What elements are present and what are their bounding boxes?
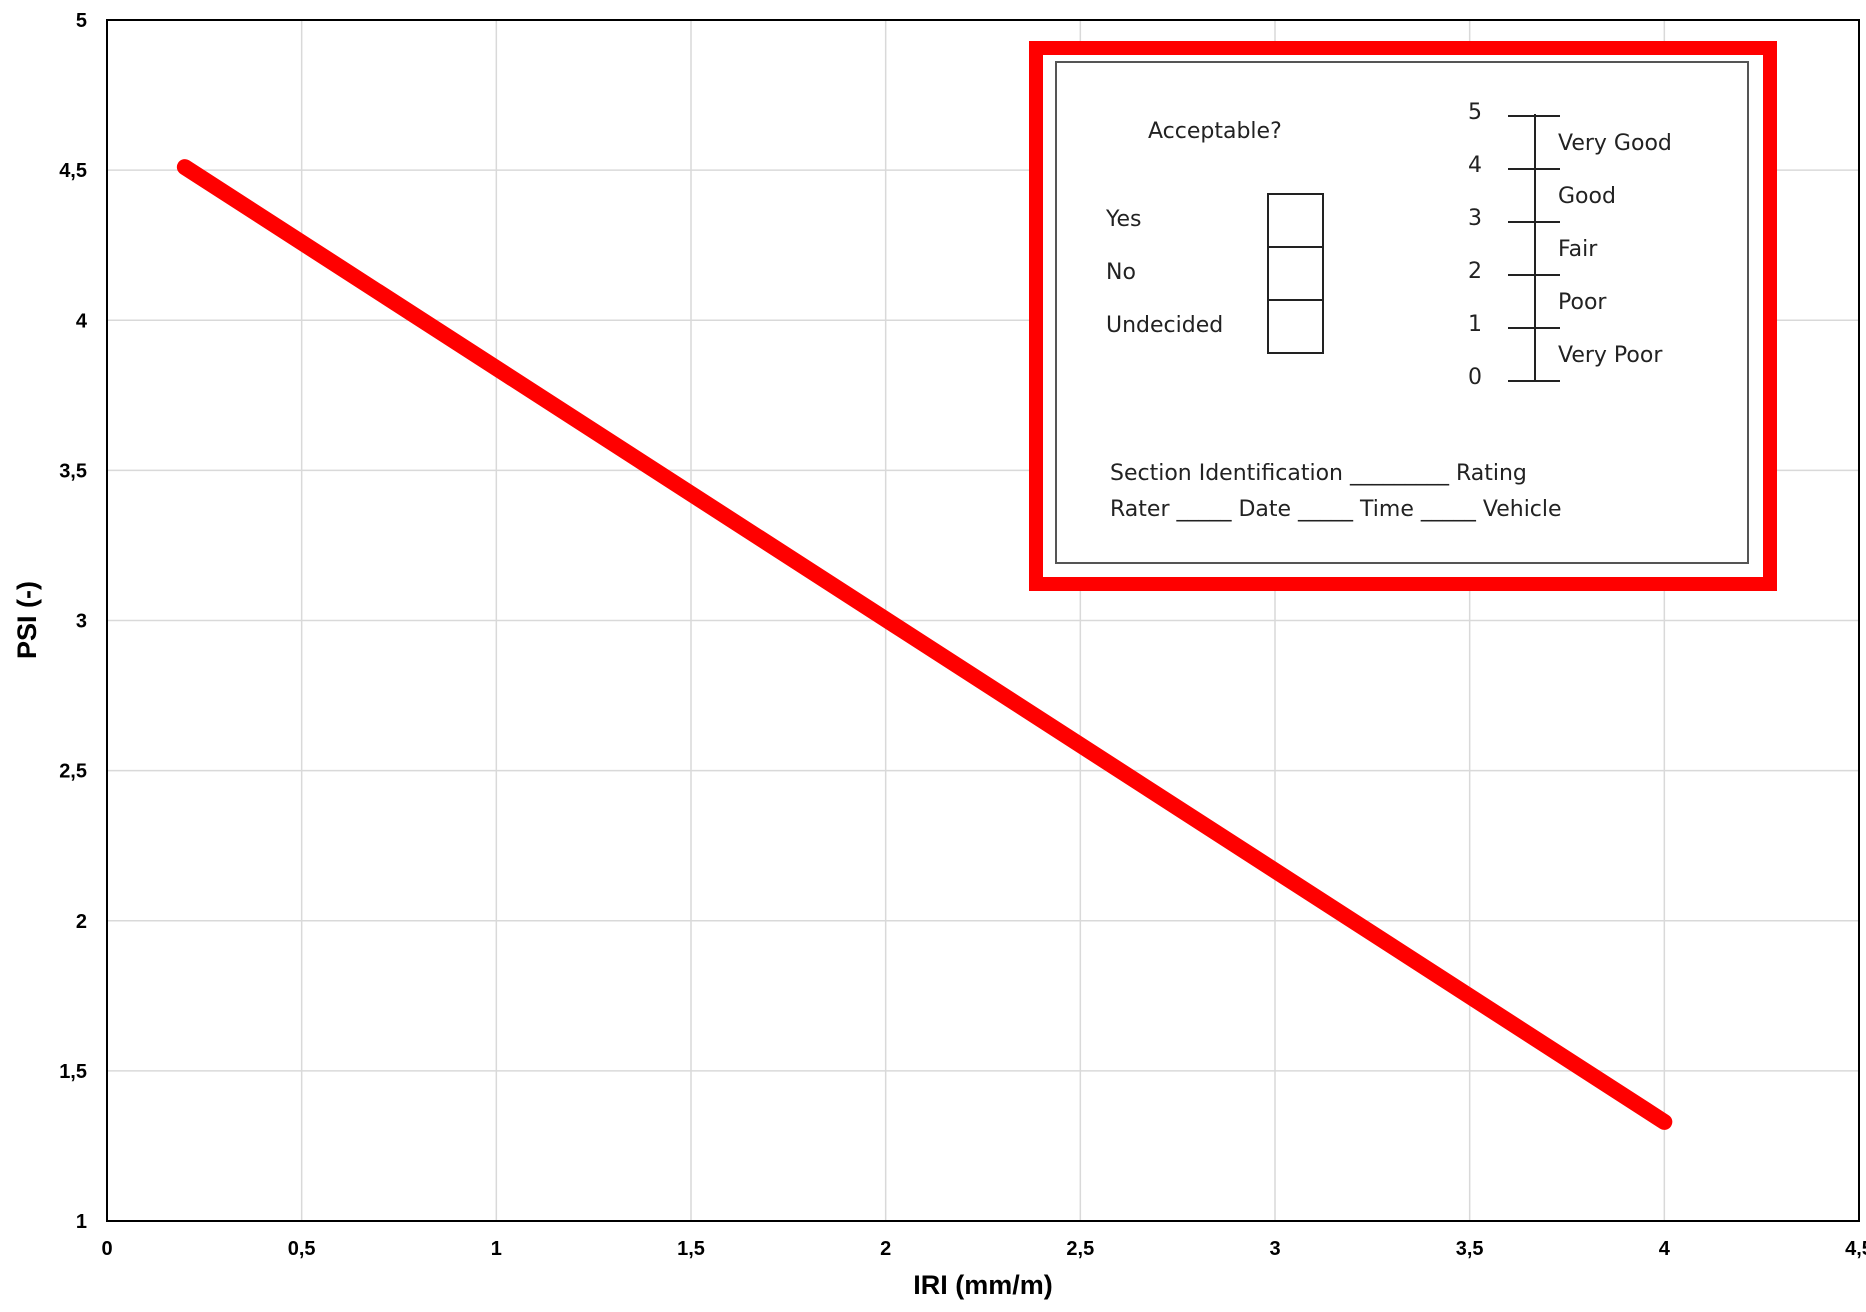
acceptable-label: Acceptable? <box>1148 119 1282 144</box>
x-tick-label: 4,5 <box>1845 1238 1866 1260</box>
option-undecided: Undecided <box>1106 313 1223 338</box>
scale-label: Very Poor <box>1558 343 1663 368</box>
x-tick-label: 1 <box>491 1238 502 1260</box>
y-tick-label: 1 <box>76 1211 87 1233</box>
y-tick-label: 4,5 <box>59 160 87 182</box>
y-tick-label: 2,5 <box>59 761 87 783</box>
y-axis-title: PSI (-) <box>12 581 42 659</box>
scale-number: 3 <box>1468 206 1482 231</box>
psi-series-line <box>176 159 1673 1130</box>
option-yes: Yes <box>1105 207 1142 232</box>
rating-scale: 5 4 3 2 1 0 Very Good Good Fair Poor Very Poor <box>1468 100 1672 390</box>
scale-number: 1 <box>1468 312 1482 337</box>
inset-inner-frame <box>1055 61 1749 564</box>
scale-number: 5 <box>1468 100 1482 125</box>
series-layer <box>176 159 1673 1130</box>
x-axis-ticks: 0 0,5 1 1,5 2 2,5 3 3,5 4 4,5 <box>101 1238 1866 1260</box>
y-tick-label: 1,5 <box>59 1061 87 1083</box>
plot-area-border <box>106 19 1860 1222</box>
y-tick-label: 2 <box>76 911 87 933</box>
x-tick-label: 0 <box>101 1238 112 1260</box>
scale-label: Poor <box>1558 290 1607 315</box>
scale-number: 0 <box>1468 365 1482 390</box>
scale-label: Fair <box>1558 237 1598 262</box>
y-tick-label: 5 <box>76 10 87 32</box>
x-tick-label: 1,5 <box>677 1238 705 1260</box>
x-axis-title: IRI (mm/m) <box>913 1270 1053 1300</box>
x-tick-label: 0,5 <box>288 1238 316 1260</box>
x-tick-label: 3,5 <box>1456 1238 1484 1260</box>
checkbox-column <box>1267 193 1324 354</box>
x-tick-label: 4 <box>1659 1238 1671 1260</box>
scale-label: Very Good <box>1558 131 1672 156</box>
x-tick-label: 2,5 <box>1066 1238 1094 1260</box>
y-tick-label: 4 <box>76 310 88 332</box>
y-tick-label: 3,5 <box>59 460 87 482</box>
form-line-rater: Rater _____ Date _____ Time _____ Vehicl… <box>1110 497 1562 522</box>
y-axis-ticks: 1 1,5 2 2,5 3 3,5 4 4,5 5 <box>59 10 88 1233</box>
scale-number: 2 <box>1468 259 1482 284</box>
inset-rating-form: Acceptable? Yes No Undecided 5 4 3 2 1 0 Very … <box>1029 41 1777 591</box>
y-tick-label: 3 <box>76 611 87 633</box>
form-line-section: Section Identification _________ Rating <box>1110 461 1527 486</box>
scale-label: Good <box>1558 184 1616 209</box>
option-no: No <box>1106 260 1136 285</box>
x-tick-label: 2 <box>880 1238 891 1260</box>
x-tick-label: 3 <box>1269 1238 1280 1260</box>
scale-number: 4 <box>1468 153 1482 178</box>
